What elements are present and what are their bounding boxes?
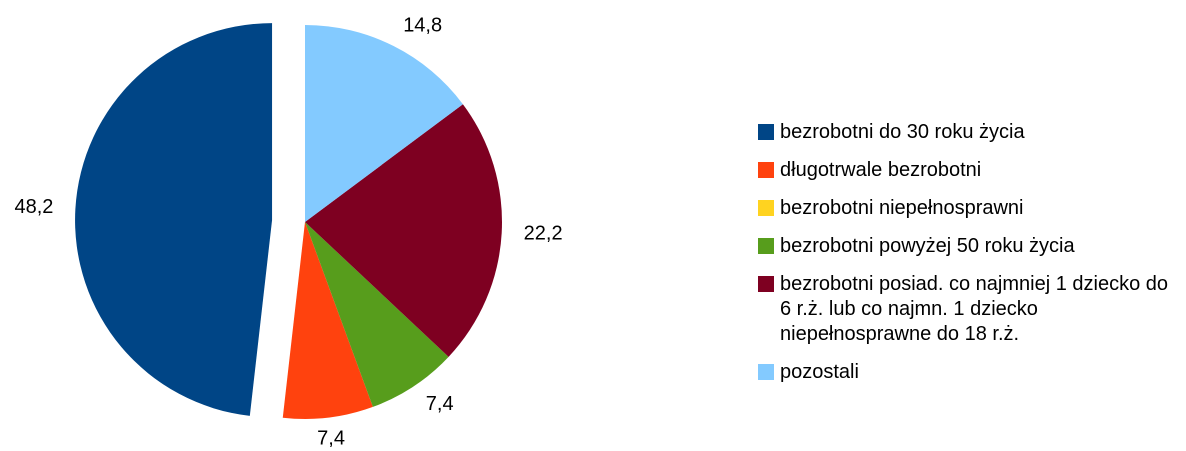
pie-slice bbox=[305, 104, 502, 357]
legend-swatch bbox=[758, 200, 774, 216]
legend-label: bezrobotni do 30 roku życia bbox=[780, 121, 1025, 143]
pie-slice bbox=[305, 25, 463, 222]
legend-item: bezrobotni powyżej 50 roku życia bbox=[758, 234, 1184, 259]
legend-item: bezrobotni do 30 roku życia bbox=[758, 120, 1184, 145]
legend-label: bezrobotni niepełnosprawni bbox=[780, 197, 1024, 219]
data-label: 7,4 bbox=[426, 393, 454, 415]
legend-swatch bbox=[758, 364, 774, 380]
pie-slice bbox=[75, 23, 273, 416]
data-label: 14,8 bbox=[403, 15, 442, 37]
legend-item: bezrobotni niepełnosprawni bbox=[758, 196, 1184, 221]
legend-label: bezrobotni posiad. co najmniej 1 dziecko… bbox=[780, 273, 1169, 345]
legend-swatch bbox=[758, 162, 774, 178]
legend: bezrobotni do 30 roku życia długotrwale b… bbox=[758, 120, 1184, 398]
data-label: 7,4 bbox=[317, 428, 345, 450]
legend-swatch bbox=[758, 124, 774, 140]
legend-item: pozostali bbox=[758, 360, 1184, 385]
legend-label: długotrwale bezrobotni bbox=[780, 159, 982, 181]
legend-swatch bbox=[758, 238, 774, 254]
pie-slice bbox=[305, 222, 449, 407]
data-label: 22,2 bbox=[524, 223, 563, 245]
legend-item: długotrwale bezrobotni bbox=[758, 158, 1184, 183]
legend-label: pozostali bbox=[780, 361, 859, 383]
pie-slice bbox=[282, 222, 373, 419]
legend-swatch bbox=[758, 276, 774, 292]
pie-area: 48,2 7,4 7,4 22,2 14,8 bbox=[14, 15, 563, 450]
legend-item: bezrobotni posiad. co najmniej 1 dziecko… bbox=[758, 272, 1184, 347]
legend-label: bezrobotni powyżej 50 roku życia bbox=[780, 235, 1075, 257]
data-label: 48,2 bbox=[14, 196, 53, 218]
